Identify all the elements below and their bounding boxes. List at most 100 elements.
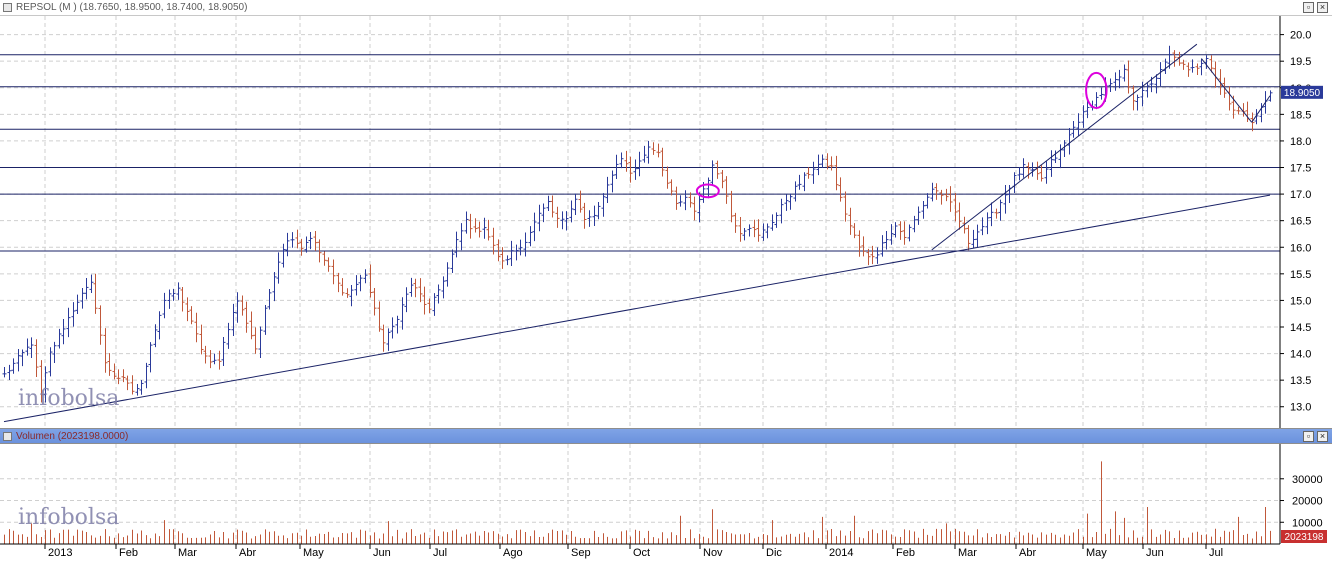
ohlc-bar [459, 223, 464, 251]
ohlc-bar [806, 167, 811, 179]
volume-chart: 10000 20000 30000 infobolsa 2023198 2013 Fe… [0, 444, 1332, 561]
ohlc-bar [317, 239, 322, 263]
ohlc-bar [692, 196, 697, 221]
ohlc-bar [573, 193, 578, 215]
ohlc-bar [1067, 128, 1072, 155]
ohlc-bar [486, 219, 491, 241]
ohlc-bar [1039, 165, 1044, 182]
ohlc-bar [1113, 72, 1118, 91]
x-axis-label: Sep [571, 547, 591, 559]
ohlc-bar [57, 328, 62, 349]
ohlc-bar [934, 183, 939, 200]
ohlc-bar [290, 232, 295, 248]
ohlc-bar [642, 145, 647, 163]
ohlc-bar [1135, 94, 1140, 111]
ohlc-bar [1268, 90, 1273, 102]
ohlc-bar [226, 322, 231, 349]
maximize-icon[interactable]: ▫ [1303, 2, 1314, 13]
ohlc-bar [930, 182, 935, 202]
ohlc-bar [875, 247, 880, 264]
ohlc-bar [84, 278, 89, 300]
ohlc-bar [422, 286, 427, 315]
ohlc-bar [706, 177, 711, 199]
close-icon[interactable]: × [1317, 2, 1328, 13]
ohlc-bar [624, 150, 629, 172]
ohlc-bar [848, 207, 853, 235]
ohlc-bar [1158, 62, 1163, 87]
ohlc-bar [1062, 140, 1067, 158]
ohlc-bar [331, 259, 336, 285]
x-axis-label: May [303, 547, 324, 559]
ohlc-bar [345, 288, 350, 298]
ohlc-bar [89, 274, 94, 293]
ohlc-bar [857, 230, 862, 257]
ohlc-bar [217, 350, 222, 370]
ohlc-bar [537, 204, 542, 232]
ohlc-bar [765, 223, 770, 239]
ohlc-bar [665, 166, 670, 189]
ohlc-bar [985, 212, 990, 235]
ohlc-bar [678, 195, 683, 207]
ohlc-bar [820, 154, 825, 168]
ohlc-bar [1076, 113, 1081, 136]
ohlc-bar [980, 217, 985, 236]
ohlc-bar [75, 294, 80, 314]
ohlc-bar [660, 147, 665, 177]
ohlc-bar [418, 278, 423, 303]
ohlc-bar [555, 206, 560, 228]
ohlc-bar [793, 181, 798, 202]
ohlc-bar [779, 198, 784, 224]
ohlc-bar [199, 324, 204, 355]
panel-menu-icon[interactable] [3, 3, 12, 12]
ohlc-bar [509, 240, 514, 267]
ohlc-bar [975, 224, 980, 248]
price-axis-label: 14.0 [1290, 349, 1311, 361]
ohlc-bar [29, 337, 34, 359]
ohlc-bar [541, 203, 546, 223]
ohlc-bar [1071, 120, 1076, 138]
price-axis-label: 16.5 [1290, 216, 1311, 228]
ohlc-bar [363, 269, 368, 284]
ohlc-bar [231, 303, 236, 336]
ohlc-bar [308, 231, 313, 250]
x-axis-label: Feb [896, 547, 915, 559]
x-axis-label: Dic [766, 547, 782, 559]
volume-panel-title: Volumen (2023198.0000) [16, 431, 129, 442]
last-price-label: 18.9050 [1284, 88, 1321, 99]
ohlc-bar [125, 375, 130, 391]
ohlc-bar [153, 324, 158, 348]
highlight-marker [695, 183, 720, 199]
ohlc-bar [39, 360, 44, 403]
ohlc-bar [656, 143, 661, 158]
ohlc-bar [1172, 50, 1177, 67]
ohlc-bar [2, 366, 7, 378]
volume-maximize-icon[interactable]: ▫ [1303, 431, 1314, 442]
ohlc-bar [633, 159, 638, 180]
ohlc-bar [386, 328, 391, 351]
ohlc-bar [304, 236, 309, 253]
ohlc-bar [66, 307, 71, 338]
ohlc-bar [139, 379, 144, 395]
x-axis-label: Jul [1209, 547, 1223, 559]
trendline [1201, 58, 1253, 123]
ohlc-bar [322, 251, 327, 266]
ohlc-bar [208, 350, 213, 369]
ohlc-bar [244, 301, 249, 333]
ohlc-bar [715, 160, 720, 179]
ohlc-bar [1195, 63, 1200, 75]
ohlc-bar [390, 317, 395, 339]
ohlc-bar [148, 342, 153, 373]
volume-close-icon[interactable]: × [1317, 431, 1328, 442]
ohlc-bar [135, 383, 140, 396]
x-axis-label: May [1086, 547, 1107, 559]
volume-panel-menu-icon[interactable] [3, 432, 12, 441]
ohlc-bar [752, 219, 757, 238]
ohlc-bar [413, 278, 418, 298]
ohlc-bar [811, 161, 816, 184]
ohlc-bar [482, 217, 487, 239]
ohlc-bar [121, 369, 126, 383]
ohlc-bar [505, 255, 510, 266]
price-axis-label: 20.0 [1290, 30, 1311, 42]
ohlc-bar [194, 312, 199, 343]
ohlc-bar [98, 305, 103, 345]
